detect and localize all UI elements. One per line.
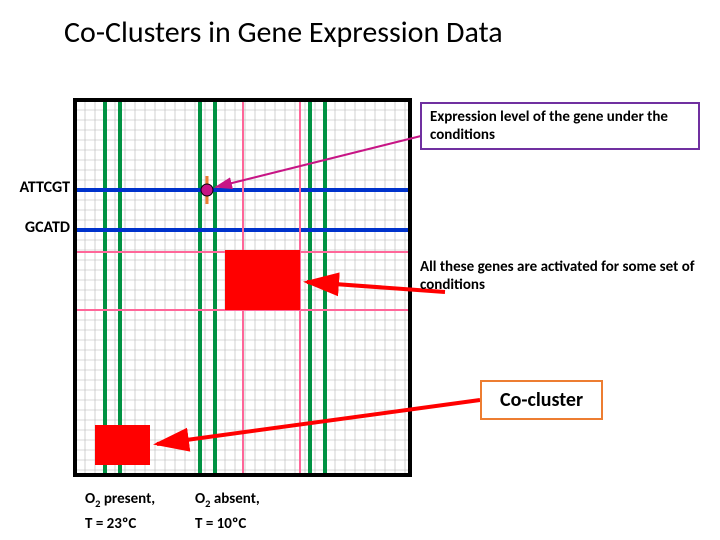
col-label-2-line2: T = 10ºC xyxy=(195,515,246,533)
row-label-1: ATTCGT xyxy=(0,178,70,197)
page-title: Co-Clusters in Gene Expression Data xyxy=(64,14,503,51)
row-label-2: GCATD xyxy=(0,218,70,237)
annotation-expression-level: Expression level of the gene under the c… xyxy=(420,102,700,150)
col-label-1-line1: O2 present, xyxy=(85,490,155,511)
col-label-2-line1: O2 absent, xyxy=(195,490,260,511)
col-label-1-line2: T = 23ºC xyxy=(85,515,136,533)
annotation-all-genes: All these genes are activated for some s… xyxy=(420,258,700,294)
annotation-co-cluster: Co-cluster xyxy=(480,380,603,420)
